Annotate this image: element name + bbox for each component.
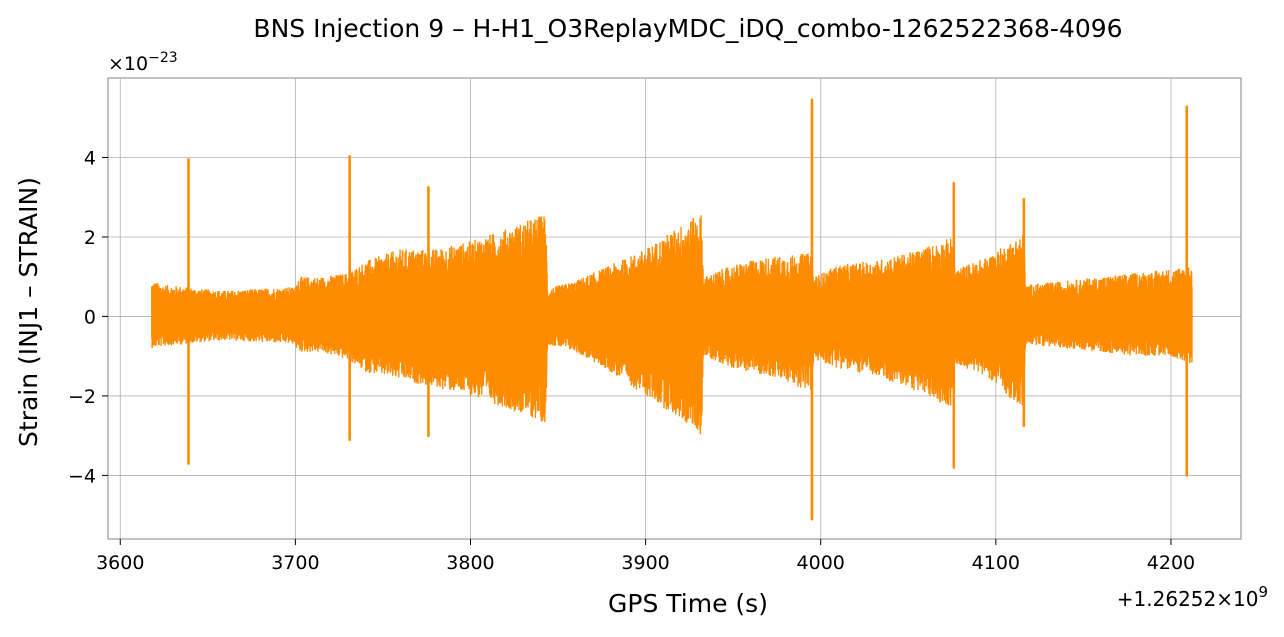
strain-series-line: [151, 215, 1193, 435]
x-tick-label: 3800: [446, 552, 494, 574]
y-axis-label: Strain (INJ1 – STRAIN): [14, 177, 43, 447]
plot-frame: [107, 77, 1242, 540]
x-tick-label: 4000: [797, 552, 845, 574]
tick-layer: 3600 3700 3800 3900 4000 4100 4200 −4 −2 0 2 4: [68, 147, 1195, 574]
x-offset-exponent: 9: [1258, 583, 1268, 601]
x-tick-label: 4200: [1147, 552, 1195, 574]
y-tick-label: −2: [68, 386, 96, 408]
x-tick-label: 4100: [972, 552, 1020, 574]
x-offset-base: +1.26252×10: [1117, 587, 1259, 611]
x-offset-label: +1.26252×109: [1117, 583, 1268, 611]
y-tick-label: 2: [84, 227, 96, 249]
y-scale-exponent: −23: [148, 50, 178, 66]
x-tick-label: 3900: [621, 552, 669, 574]
y-scale-base: ×10: [108, 53, 148, 75]
y-tick-label: 0: [84, 306, 96, 328]
y-scale-label: ×10−23: [108, 50, 178, 75]
x-tick-label: 3600: [96, 552, 144, 574]
y-tick-label: 4: [84, 147, 96, 169]
x-tick-label: 3700: [271, 552, 319, 574]
chart-title: BNS Injection 9 – H-H1_O3ReplayMDC_iDQ_c…: [253, 14, 1122, 43]
y-tick-label: −4: [68, 465, 96, 487]
x-axis-label: GPS Time (s): [608, 589, 768, 618]
data-layer: [151, 98, 1193, 521]
